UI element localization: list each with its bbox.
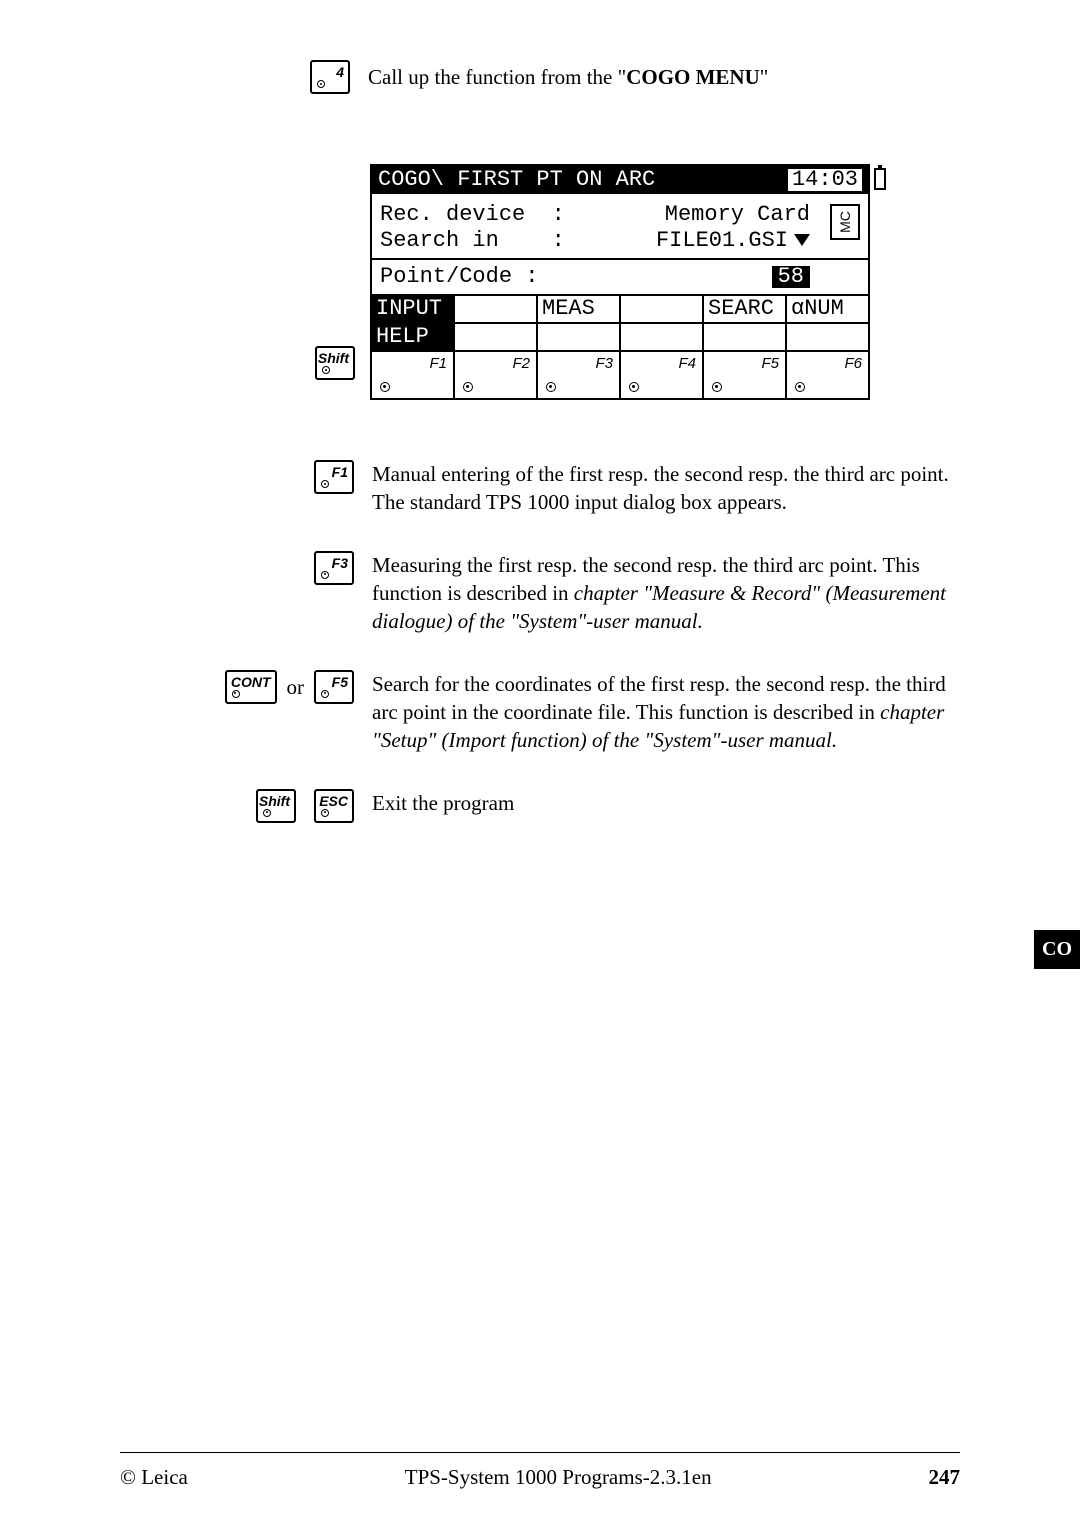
section-tab-co: CO bbox=[1034, 930, 1080, 969]
lcd-row-rec-device: Rec. device : Memory Card bbox=[380, 204, 860, 226]
lcd-screen: COGO\ FIRST PT ON ARC 14:03 MC Rec. devi… bbox=[370, 164, 870, 352]
lcd-body: MC Rec. device : Memory Card Search in :… bbox=[372, 194, 868, 294]
lcd-time: 14:03 bbox=[788, 169, 862, 191]
softkey-blank bbox=[455, 296, 538, 322]
desc-f3-text: Measuring the first resp. the second res… bbox=[372, 551, 960, 636]
desc-shift-esc-text: Exit the program bbox=[372, 789, 960, 817]
fkey-f1[interactable]: F1 bbox=[372, 352, 455, 398]
desc-f3: F3 Measuring the first resp. the second … bbox=[310, 551, 960, 636]
page-footer: © Leica TPS-System 1000 Programs-2.3.1en… bbox=[120, 1452, 960, 1491]
lcd-row-search-in: Search in : FILE01.GSI bbox=[380, 230, 860, 252]
pointcode-value: 58 bbox=[772, 266, 810, 288]
key-f5: F5 bbox=[314, 670, 354, 704]
battery-icon bbox=[874, 168, 886, 190]
footer-copyright: © Leica bbox=[120, 1463, 188, 1491]
lcd-screen-wrap: Shift COGO\ FIRST PT ON ARC 14:03 MC Rec… bbox=[370, 164, 960, 400]
key-f3: F3 bbox=[314, 551, 354, 585]
key-shift: Shift bbox=[256, 789, 296, 823]
top-text: Call up the function from the "COGO MENU… bbox=[368, 63, 768, 91]
footer-doc-title: TPS-System 1000 Programs-2.3.1en bbox=[405, 1463, 712, 1491]
softkey-input[interactable]: INPUT bbox=[372, 296, 455, 322]
key-f1: F1 bbox=[314, 460, 354, 494]
shift-key-side: Shift bbox=[315, 346, 355, 380]
desc-f1-text: Manual entering of the first resp. the s… bbox=[372, 460, 960, 517]
lcd-row-point-code: Point/Code : 58 bbox=[380, 266, 860, 288]
fkey-f4[interactable]: F4 bbox=[621, 352, 704, 398]
softkey-blank bbox=[538, 324, 621, 350]
lcd-title-bar: COGO\ FIRST PT ON ARC 14:03 bbox=[372, 166, 868, 194]
softkey-blank bbox=[455, 324, 538, 350]
softkey-searc[interactable]: SEARC bbox=[704, 296, 787, 322]
lcd-title: COGO\ FIRST PT ON ARC bbox=[378, 169, 655, 191]
key-esc: ESC bbox=[314, 789, 354, 823]
or-text: or bbox=[287, 673, 305, 701]
desc-shift-esc: Shift ESC Exit the program bbox=[310, 789, 960, 823]
softkey-row-2: HELP bbox=[372, 322, 868, 350]
memory-card-icon: MC bbox=[830, 204, 860, 240]
softkey-blank bbox=[621, 296, 704, 322]
top-instruction: 4 Call up the function from the "COGO ME… bbox=[310, 60, 960, 94]
divider bbox=[372, 258, 868, 260]
fkey-strip: F1 F2 F3 F4 F5 F6 bbox=[370, 352, 870, 400]
fkey-f3[interactable]: F3 bbox=[538, 352, 621, 398]
desc-cont-f5: CONT or F5 Search for the coordinates of… bbox=[310, 670, 960, 755]
desc-f1: F1 Manual entering of the first resp. th… bbox=[310, 460, 960, 517]
softkey-blank bbox=[787, 324, 868, 350]
footer-page-number: 247 bbox=[928, 1463, 960, 1491]
softkey-help[interactable]: HELP bbox=[372, 324, 455, 350]
softkey-meas[interactable]: MEAS bbox=[538, 296, 621, 322]
softkey-anum[interactable]: αNUM bbox=[787, 296, 868, 322]
softkey-blank bbox=[621, 324, 704, 350]
softkey-row-1: INPUT MEAS SEARC αNUM bbox=[372, 294, 868, 322]
fkey-f5[interactable]: F5 bbox=[704, 352, 787, 398]
desc-cont-f5-text: Search for the coordinates of the first … bbox=[372, 670, 960, 755]
fkey-f2[interactable]: F2 bbox=[455, 352, 538, 398]
key-cont: CONT bbox=[225, 670, 277, 704]
key-4: 4 bbox=[310, 60, 350, 94]
fkey-f6[interactable]: F6 bbox=[787, 352, 868, 398]
softkey-blank bbox=[704, 324, 787, 350]
dropdown-icon bbox=[794, 234, 810, 246]
